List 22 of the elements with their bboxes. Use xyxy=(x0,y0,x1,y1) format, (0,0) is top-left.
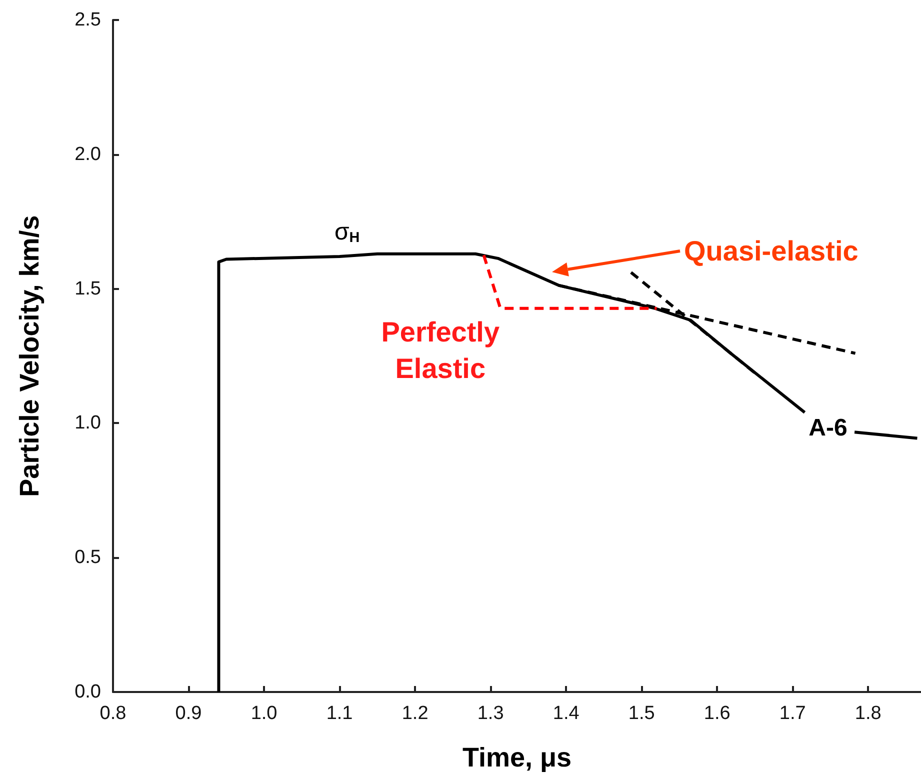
y-axis-title: Particle Velocity, km/s xyxy=(14,215,44,497)
annotation: Quasi-elastic xyxy=(684,236,858,266)
x-tick-label: 1.7 xyxy=(779,703,806,724)
x-tick-label: 1.6 xyxy=(704,703,730,724)
annotation: Perfectly Elastic xyxy=(381,316,500,384)
y-tick-label: 1.5 xyxy=(74,278,101,300)
x-tick-label: 1.0 xyxy=(250,703,278,724)
x-tick-label: 1.5 xyxy=(628,703,655,724)
x-tick-label: 1.8 xyxy=(854,703,882,724)
annotation: A-6 xyxy=(808,414,848,442)
x-tick-label: 1.4 xyxy=(552,703,580,724)
x-tick-label: 1.3 xyxy=(477,703,504,724)
x-tick-label: 0.8 xyxy=(100,703,126,724)
y-tick-label: 2.5 xyxy=(74,10,101,30)
y-tick-label: 0.5 xyxy=(74,547,101,568)
x-tick-label: 0.9 xyxy=(175,703,202,724)
x-axis-title: Time, μs xyxy=(462,742,572,772)
x-tick-label: 1.2 xyxy=(402,703,428,724)
y-tick-label: 1.0 xyxy=(74,412,101,434)
x-tick-label: 1.1 xyxy=(326,703,353,724)
y-tick-label: 0.0 xyxy=(74,682,101,702)
y-tick-label: 2.0 xyxy=(74,144,101,165)
